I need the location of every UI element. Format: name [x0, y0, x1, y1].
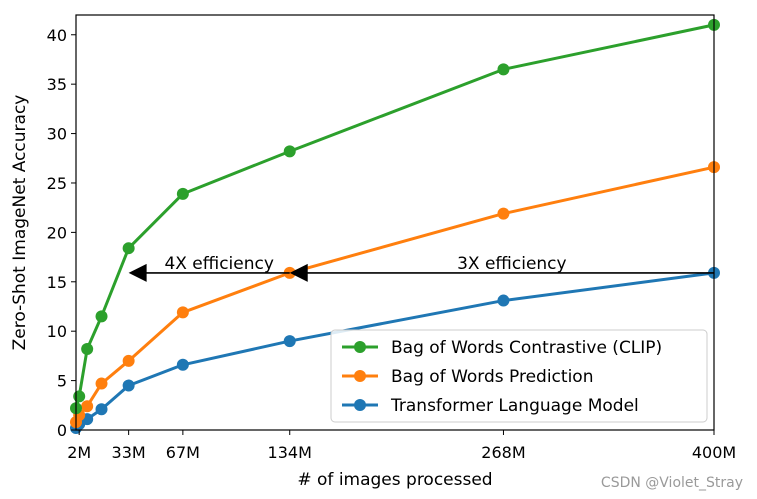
data-point — [122, 242, 135, 255]
plot-frame — [75, 14, 715, 431]
x-axis-label: # of images processed — [297, 470, 492, 490]
legend-swatch-marker — [354, 370, 366, 382]
data-point — [81, 342, 94, 355]
y-axis-label: Zero-Shot ImageNet Accuracy — [10, 95, 30, 351]
y-tick-label: 0 — [57, 421, 67, 440]
data-point — [122, 379, 135, 392]
y-tick-label: 5 — [57, 372, 67, 391]
x-tick-label: 67M — [166, 443, 200, 462]
axes: 0 5 10 15 20 25 30 35 40 2M 33M 67M 134M 268M 400M # of… — [10, 14, 736, 490]
plot-area — [70, 18, 720, 435]
data-point — [176, 358, 189, 371]
y-tick-label: 30 — [47, 125, 67, 144]
watermark-text: CSDN @Violet_Stray — [600, 475, 743, 491]
data-point — [95, 377, 108, 390]
annotation-arrow-head — [289, 263, 308, 282]
legend-swatch-marker — [354, 341, 366, 353]
annotations: 4X efficiency 3X efficiency — [128, 254, 714, 282]
legend-box — [330, 329, 708, 423]
data-point — [283, 145, 296, 158]
y-tick-label: 20 — [47, 223, 67, 242]
data-point — [176, 306, 189, 319]
legend-swatch-marker — [354, 399, 366, 411]
data-point — [122, 354, 135, 367]
x-tick-label: 33M — [112, 443, 146, 462]
x-tick-label: 2M — [67, 443, 91, 462]
x-tick-label: 134M — [268, 443, 312, 462]
data-point — [95, 310, 108, 323]
y-tick-label: 40 — [47, 26, 67, 45]
data-point — [81, 400, 94, 413]
y-tick-label: 10 — [47, 322, 67, 341]
x-tick-label: 400M — [692, 443, 736, 462]
y-tick-label: 25 — [47, 174, 67, 193]
annotation-arrow-head — [128, 263, 147, 282]
data-point — [176, 187, 189, 200]
data-point — [497, 207, 510, 220]
y-tick-label: 15 — [47, 273, 67, 292]
legend-entry-label: Bag of Words Prediction — [391, 367, 593, 387]
legend: Bag of Words Contrastive (CLIP) Bag of Wo… — [330, 329, 708, 423]
data-point — [95, 403, 108, 416]
y-tick-label: 35 — [47, 75, 67, 94]
annotation-text: 3X efficiency — [457, 254, 566, 274]
legend-entry-label: Bag of Words Contrastive (CLIP) — [391, 338, 662, 358]
legend-entry-label: Transformer Language Model — [390, 396, 639, 416]
data-point — [497, 63, 510, 76]
annotation-text: 4X efficiency — [164, 254, 273, 274]
data-point — [283, 335, 296, 348]
x-tick-label: 268M — [481, 443, 525, 462]
data-point — [73, 390, 86, 403]
data-point — [497, 294, 510, 307]
